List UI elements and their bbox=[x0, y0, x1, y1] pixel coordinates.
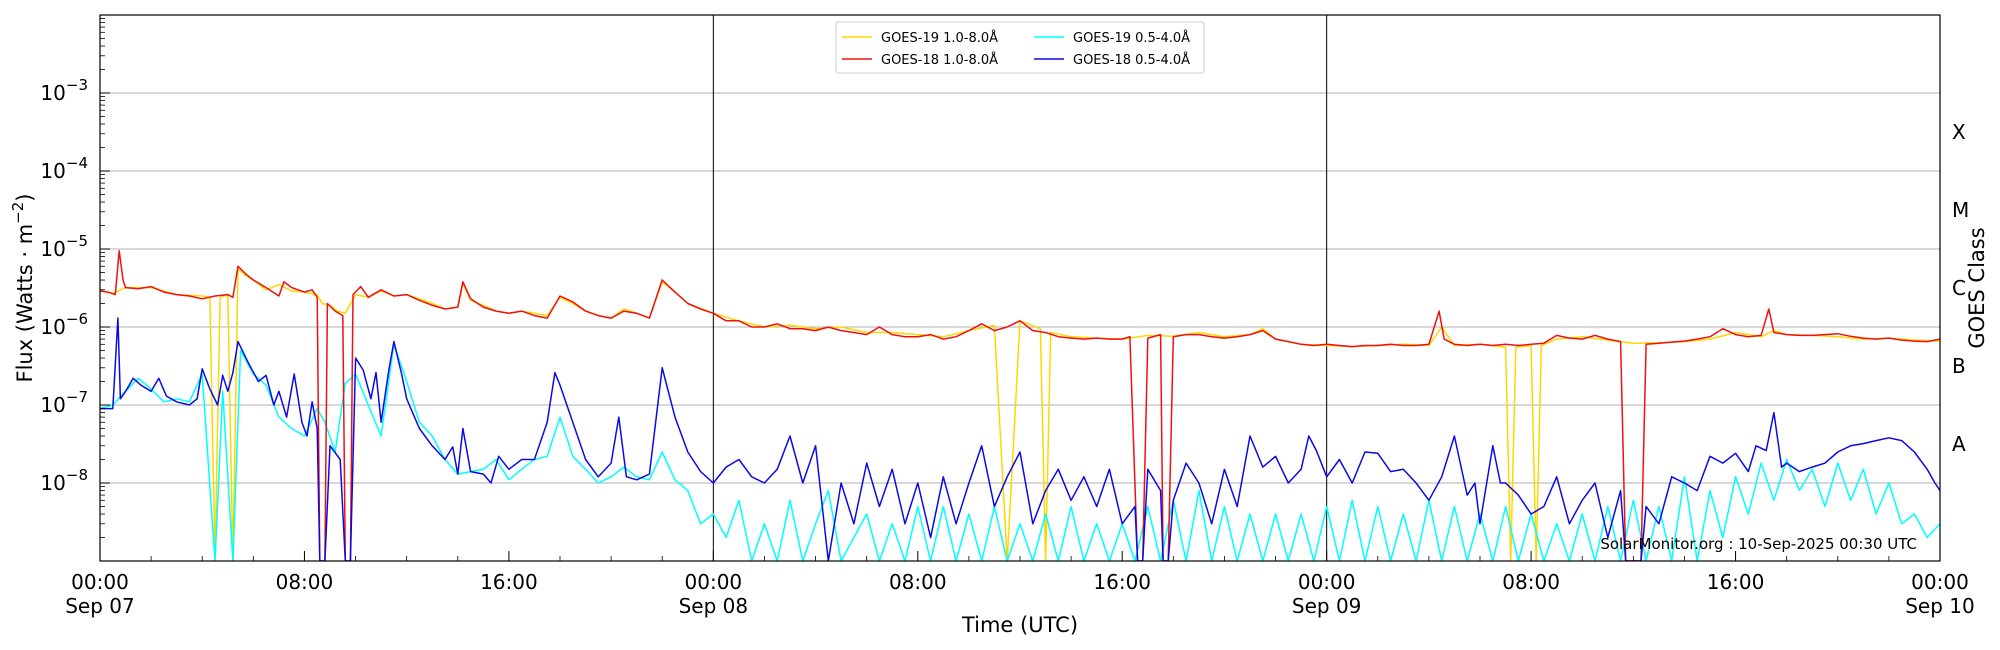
x-tick-label: 16:00 bbox=[1707, 570, 1765, 594]
credit-text: SolarMonitor.org : 10-Sep-2025 00:30 UTC bbox=[1600, 535, 1917, 553]
x-tick-label: 08:00 bbox=[1502, 570, 1560, 594]
legend-box bbox=[835, 21, 1205, 74]
x-tick-label: 16:00 bbox=[1093, 570, 1151, 594]
x-tick-label: 00:00 bbox=[685, 570, 743, 594]
x-tick-label: 00:00 bbox=[71, 570, 129, 594]
x-tick-label: 08:00 bbox=[276, 570, 334, 594]
goes-class-label-a: A bbox=[1952, 432, 1966, 456]
legend-label-goes19-long: GOES-19 1.0-8.0Å bbox=[881, 30, 998, 46]
series-line-3 bbox=[100, 317, 1940, 561]
legend: GOES-19 1.0-8.0Å GOES-18 1.0-8.0Å GOES-1… bbox=[835, 21, 1205, 74]
goes-class-label-m: M bbox=[1952, 198, 1969, 222]
y-tick-labels: 10−810−710−610−510−410−3 bbox=[40, 76, 88, 495]
x-tick-date-label: Sep 08 bbox=[679, 594, 749, 618]
data-series bbox=[100, 249, 1940, 561]
goes-class-labels: A B C M X bbox=[1952, 120, 1969, 456]
series-line-1 bbox=[100, 343, 1940, 561]
y-axis-title-right: GOES Class bbox=[1965, 227, 1989, 348]
y-tick-label: 10−6 bbox=[40, 310, 88, 339]
legend-label-goes18-long: GOES-18 1.0-8.0Å bbox=[881, 52, 998, 68]
x-tick-date-label: Sep 09 bbox=[1292, 594, 1362, 618]
legend-label-goes18-short: GOES-18 0.5-4.0Å bbox=[1073, 52, 1190, 68]
axis-ticks bbox=[99, 18, 1941, 561]
x-tick-label: 00:00 bbox=[1911, 570, 1969, 594]
x-tick-label: 00:00 bbox=[1298, 570, 1356, 594]
x-tick-date-label: Sep 10 bbox=[1905, 594, 1975, 618]
x-tick-label: 16:00 bbox=[480, 570, 538, 594]
series-line-2 bbox=[100, 249, 1940, 561]
y-axis-title: Flux (Watts · m−2) bbox=[9, 193, 37, 382]
y-tick-label: 10−8 bbox=[40, 466, 88, 495]
goes-class-label-x: X bbox=[1952, 120, 1966, 144]
x-axis-title: Time (UTC) bbox=[961, 613, 1078, 637]
legend-label-goes19-short: GOES-19 0.5-4.0Å bbox=[1073, 30, 1190, 46]
day-boundary-lines bbox=[712, 15, 1328, 561]
goes-class-label-c: C bbox=[1952, 276, 1966, 300]
x-tick-label: 08:00 bbox=[889, 570, 947, 594]
x-tick-date-label: Sep 07 bbox=[65, 594, 135, 618]
goes-class-label-b: B bbox=[1952, 354, 1966, 378]
series-line-0 bbox=[100, 268, 1940, 561]
